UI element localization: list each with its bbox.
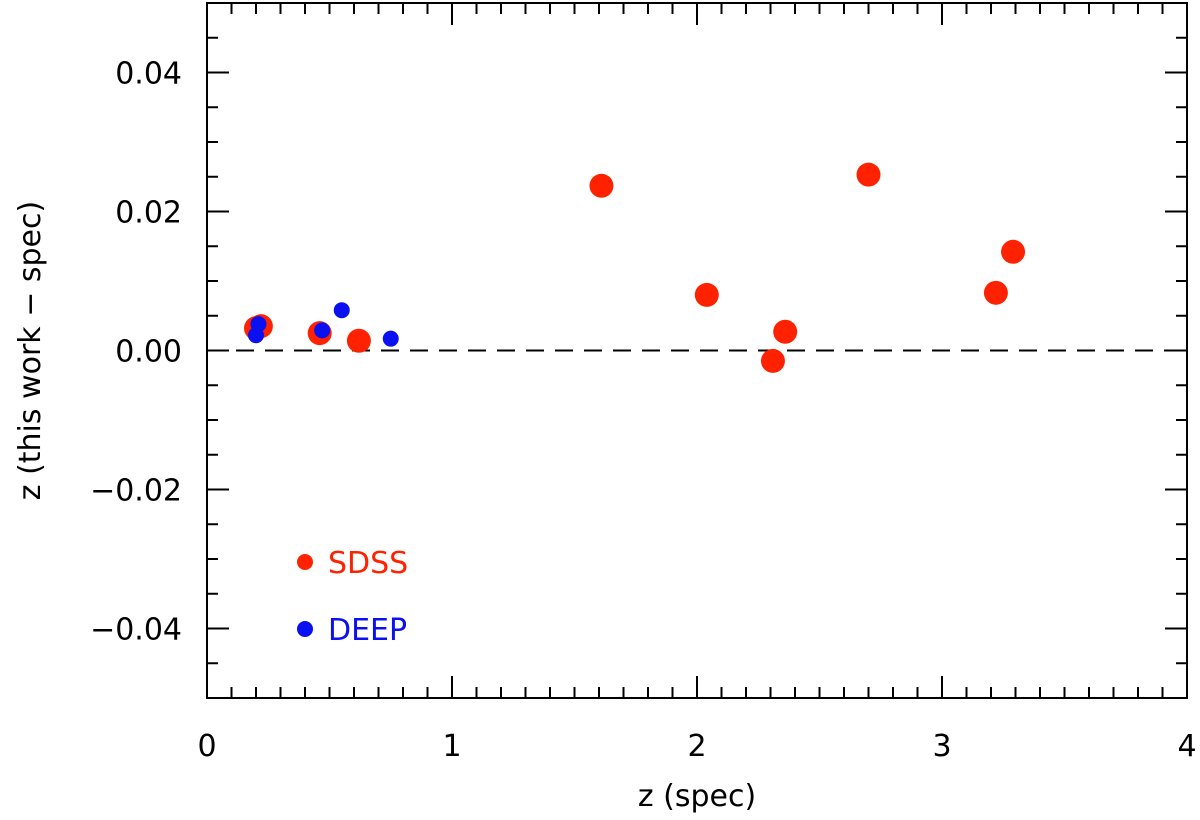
deep-point [333, 302, 350, 319]
legend-label-sdss: SDSS [328, 546, 408, 581]
tick-labels: 0 1 2 3 4 −0.04 −0.02 0.00 0.02 0.04 [90, 57, 1196, 765]
sdss-point [760, 348, 785, 373]
sdss-point [983, 280, 1008, 305]
legend-marker-deep [297, 621, 313, 637]
deep-point [314, 322, 331, 339]
y-tick-label: −0.02 [90, 474, 182, 509]
y-tick-label: −0.04 [90, 613, 182, 648]
sdss-point [773, 319, 798, 344]
y-tick-label: 0.00 [115, 335, 182, 370]
deep-point [382, 330, 399, 347]
x-tick-label: 1 [442, 729, 461, 764]
legend-marker-sdss [297, 554, 313, 570]
y-tick-label: 0.02 [115, 196, 182, 231]
sdss-point [589, 173, 614, 198]
y-tick-label: 0.04 [115, 57, 182, 92]
deep-point [250, 316, 267, 333]
x-tick-label: 0 [197, 729, 216, 764]
sdss-point [694, 282, 719, 307]
plot-frame [206, 2, 1188, 699]
y-axis-title: z (this work − spec) [13, 201, 48, 500]
x-tick-label: 3 [932, 729, 951, 764]
legend-label-deep: DEEP [328, 613, 407, 648]
sdss-point [856, 162, 881, 187]
x-tick-label: 4 [1177, 729, 1196, 764]
x-tick-label: 2 [687, 729, 706, 764]
data-points [244, 162, 1026, 373]
sdss-point [346, 328, 371, 353]
sdss-point [1001, 239, 1026, 264]
x-axis-title: z (spec) [638, 779, 756, 814]
legend: SDSS DEEP [297, 546, 408, 648]
